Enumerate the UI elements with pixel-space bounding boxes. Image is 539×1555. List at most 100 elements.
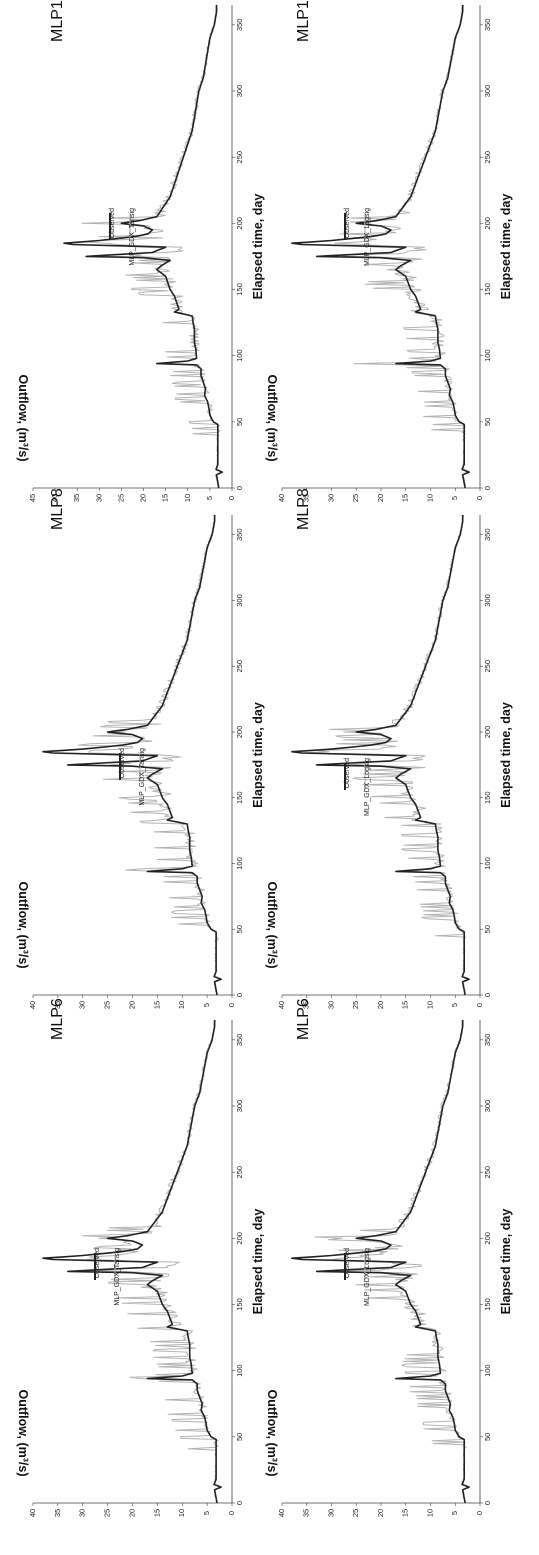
x-tick-label: 100 <box>483 1364 492 1377</box>
legend-label: MLP_GDX_Logsig <box>364 208 371 266</box>
y-tick-label: 25 <box>103 1001 112 1009</box>
x-tick-label: 0 <box>235 1501 244 1505</box>
x-tick-label: 150 <box>483 283 492 296</box>
series-line-observed <box>63 5 224 489</box>
y-tick-label: 20 <box>127 1001 136 1009</box>
legend-label: Observed <box>344 1248 351 1278</box>
y-tick-label: 45 <box>28 494 37 502</box>
y-tick-label: 0 <box>227 496 236 500</box>
x-tick-label: 100 <box>483 349 492 362</box>
x-tick-label: 0 <box>235 486 244 490</box>
x-axis-title: Elapsed time, day <box>499 1209 513 1315</box>
y-tick-label: 35 <box>302 1509 311 1517</box>
y-tick-label: 20 <box>376 1509 385 1517</box>
x-axis-title: Elapsed time, day <box>499 702 513 808</box>
x-tick-label: 150 <box>235 1298 244 1311</box>
chart-title: MLP8 <box>295 488 312 530</box>
y-tick-label: 0 <box>475 1511 484 1515</box>
y-tick-label: 30 <box>78 1001 87 1009</box>
y-tick-label: 40 <box>50 494 59 502</box>
x-tick-label: 300 <box>483 85 492 98</box>
chart-title: MLP8 <box>49 488 66 530</box>
y-tick-label: 25 <box>351 1509 360 1517</box>
x-tick-label: 250 <box>235 1166 244 1179</box>
x-tick-label: 300 <box>235 594 244 607</box>
y-tick-label: 0 <box>227 1511 236 1515</box>
chart-title: MLP6 <box>295 998 312 1040</box>
y-tick-label: 5 <box>202 1511 211 1515</box>
legend-label: Observed <box>344 208 351 238</box>
x-tick-label: 150 <box>483 791 492 804</box>
x-axis-title: Elapsed time, day <box>251 1209 265 1315</box>
chart-panel-5: 0 50 100 150 200 250 300 350 0 5 10 15 20 25 30 35 40 45 E… <box>16 0 265 502</box>
x-tick-label: 150 <box>235 283 244 296</box>
y-tick-label: 15 <box>161 494 170 502</box>
x-tick-label: 300 <box>483 594 492 607</box>
y-axis-title: Outflow, (m³/s) <box>16 374 30 461</box>
y-tick-label: 30 <box>326 1509 335 1517</box>
y-tick-label: 10 <box>177 1509 186 1517</box>
y-tick-label: 0 <box>475 1003 484 1007</box>
y-tick-label: 15 <box>401 1001 410 1009</box>
y-tick-label: 40 <box>277 494 286 502</box>
x-tick-label: 350 <box>235 19 244 32</box>
y-tick-label: 40 <box>28 1509 37 1517</box>
x-tick-label: 150 <box>483 1298 492 1311</box>
y-tick-label: 25 <box>103 1509 112 1517</box>
y-tick-label: 10 <box>183 494 192 502</box>
y-tick-label: 15 <box>152 1509 161 1517</box>
y-tick-label: 25 <box>351 1001 360 1009</box>
x-tick-label: 250 <box>483 1166 492 1179</box>
chart-panel-4: 0501001502002503003500510152025303540Ela… <box>265 488 513 1009</box>
chart-panel-6: 0 50 100 150 200 250 300 350 0 5 10 15 20 25 30 35 40 Ela… <box>265 0 513 502</box>
y-axis-title: Outflow, (m³/s) <box>265 1389 279 1476</box>
y-tick-label: 0 <box>475 496 484 500</box>
y-tick-label: 10 <box>177 1001 186 1009</box>
y-tick-label: 5 <box>202 1003 211 1007</box>
x-tick-label: 50 <box>235 1433 244 1441</box>
legend-label: MLP_GDX_Tansig <box>139 748 146 806</box>
y-tick-label: 20 <box>127 1509 136 1517</box>
y-tick-label: 20 <box>139 494 148 502</box>
legend-label: MLP_GDX_Logsig <box>364 758 371 816</box>
y-axis-title: Outflow, (m³/s) <box>265 374 279 461</box>
y-tick-label: 10 <box>425 1001 434 1009</box>
chart-panel-1: 0501001502002503003500510152025303540Ela… <box>16 998 265 1517</box>
x-tick-label: 50 <box>483 925 492 933</box>
x-tick-label: 300 <box>235 85 244 98</box>
series-line-observed <box>42 1020 222 1504</box>
x-axis-title: Elapsed time, day <box>251 194 265 300</box>
legend-label: MLP_GDX_Logsig <box>364 1248 371 1306</box>
x-tick-label: 150 <box>235 791 244 804</box>
chart-title: MLP11 <box>49 0 66 42</box>
x-tick-label: 200 <box>235 217 244 230</box>
series-line-observed <box>291 515 470 996</box>
legend-label: MLP_GDX_Tansig <box>129 208 136 266</box>
y-tick-label: 40 <box>28 1001 37 1009</box>
x-tick-label: 350 <box>235 1034 244 1047</box>
y-tick-label: 30 <box>78 1509 87 1517</box>
y-tick-label: 35 <box>53 1509 62 1517</box>
y-tick-label: 10 <box>425 494 434 502</box>
x-tick-label: 200 <box>235 726 244 739</box>
x-tick-label: 300 <box>483 1100 492 1113</box>
x-axis-title: Elapsed time, day <box>251 702 265 808</box>
y-tick-label: 0 <box>227 1003 236 1007</box>
x-tick-label: 0 <box>483 993 492 997</box>
x-tick-label: 200 <box>483 217 492 230</box>
x-tick-label: 250 <box>235 660 244 673</box>
y-tick-label: 20 <box>376 494 385 502</box>
x-tick-label: 250 <box>483 660 492 673</box>
y-tick-label: 35 <box>302 1001 311 1009</box>
y-axis-title: Outflow, (m³/s) <box>16 881 30 968</box>
x-tick-label: 200 <box>235 1232 244 1245</box>
y-tick-label: 35 <box>53 1001 62 1009</box>
x-tick-label: 50 <box>483 418 492 426</box>
x-tick-label: 200 <box>483 726 492 739</box>
y-tick-label: 5 <box>450 496 459 500</box>
legend-label: Observed <box>109 208 116 238</box>
legend-label: Observed <box>344 758 351 788</box>
x-tick-label: 200 <box>483 1232 492 1245</box>
x-tick-label: 0 <box>483 486 492 490</box>
